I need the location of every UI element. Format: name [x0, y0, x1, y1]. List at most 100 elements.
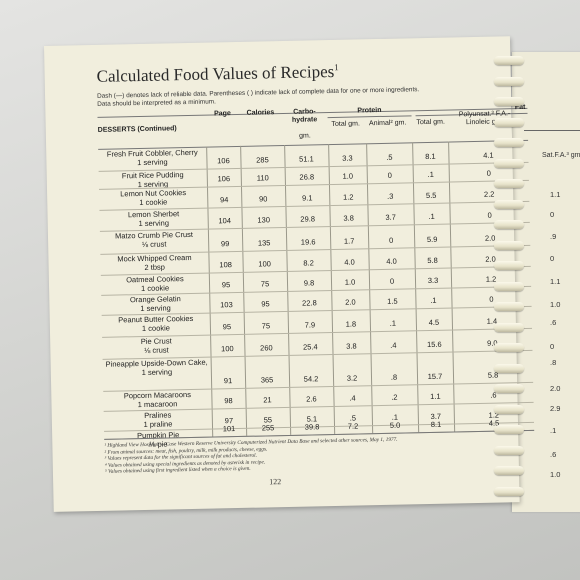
cell-calories: 90: [258, 194, 268, 204]
binding-coil: [494, 404, 524, 414]
cell-calories: 365: [260, 375, 274, 385]
cell-page: 103: [220, 300, 233, 310]
recipe-name: Pralines 1 praline: [104, 410, 212, 430]
recipe-name: Lemon Nut Cookies 1 cookie: [99, 188, 207, 208]
binding-coil: [494, 220, 524, 229]
cell-page: 106: [217, 174, 231, 184]
cell-ptotal: .4: [349, 393, 356, 403]
cell-ftotal: 8.1: [430, 419, 442, 429]
cell-ftotal: .1: [430, 295, 437, 305]
facing-page-value: .9: [550, 232, 557, 241]
facing-page-value: .8: [550, 358, 557, 367]
cell-panimal: 0: [387, 170, 392, 180]
cell-ptotal: 3.8: [343, 213, 354, 223]
cell-ftotal: 5.5: [425, 190, 437, 201]
cell-calories: 95: [261, 299, 270, 309]
cell-page: 99: [220, 239, 230, 249]
cell-panimal: 4.0: [386, 256, 397, 266]
header-page: Page: [214, 110, 231, 118]
binding-coil: [494, 261, 524, 270]
cell-panimal: .4: [390, 340, 397, 350]
cell-calories: 135: [257, 238, 271, 248]
cell-ftotal: .1: [428, 211, 435, 221]
cell-ftotal: 5.9: [426, 234, 438, 245]
cell-page: 95: [221, 280, 231, 290]
header-carbohydrate-unit: gm.: [299, 132, 311, 140]
header-fat-total: Total gm.: [416, 118, 445, 127]
cell-ptotal: 7.2: [347, 421, 359, 431]
header-carbohydrate: Carbo-hydrate: [291, 108, 318, 124]
cell-calories: 75: [260, 279, 270, 289]
recipe-name: Oatmeal Cookies 1 cookie: [101, 274, 209, 294]
cell-calories: 75: [261, 321, 271, 331]
cell-carbo: 19.6: [300, 237, 316, 247]
cell-page: 100: [221, 344, 234, 354]
cell-ptotal: 3.8: [346, 341, 357, 351]
recipe-name: Pie Crust ⅛ crust: [102, 336, 210, 356]
cell-carbo: 25.4: [302, 342, 318, 352]
cell-panimal: 5.0: [389, 420, 401, 430]
binding-coil: [494, 384, 524, 393]
cell-calories: 110: [256, 173, 269, 183]
binding-coil: [494, 76, 524, 86]
facing-page-value: 1.1: [550, 190, 561, 199]
cell-panimal: .3: [386, 191, 394, 201]
data-note: Dash (—) denotes lack of reliable data. …: [96, 86, 420, 108]
cell-page: 104: [218, 216, 232, 226]
cell-carbo: 54.2: [303, 374, 319, 384]
facing-page-value: 1.0: [550, 300, 561, 309]
cell-panimal: 3.7: [385, 212, 396, 222]
cell-calories: 100: [258, 259, 271, 269]
cell-carbo: 26.8: [299, 172, 315, 182]
binding-coil: [494, 486, 524, 496]
facing-page-value: 1.0: [550, 470, 561, 479]
facing-page-value: .1: [550, 426, 557, 435]
spiral-binding: [494, 56, 528, 506]
cell-ptotal: 1.8: [345, 319, 357, 329]
facing-page-header: Sat.F.A.³ gm.: [542, 152, 580, 159]
binding-coil: [494, 302, 524, 311]
cell-carbo: 22.8: [302, 298, 317, 308]
cell-page: 106: [217, 156, 230, 166]
cell-ftotal: 1.1: [430, 391, 441, 401]
cell-carbo: 7.9: [304, 320, 316, 330]
binding-coil: [494, 425, 524, 434]
binding-coil: [494, 240, 524, 250]
section-heading: DESSERTS (Continued): [97, 125, 177, 134]
cell-ptotal: 3.3: [342, 153, 353, 163]
cell-ptotal: 1.0: [342, 171, 354, 181]
binding-coil: [494, 363, 524, 373]
binding-coil: [494, 281, 524, 291]
header-calories: Calories: [246, 109, 275, 117]
binding-coil: [494, 56, 524, 65]
cell-page: 108: [219, 260, 232, 270]
header-protein: Protein: [357, 106, 382, 115]
cell-ptotal: 1.0: [344, 277, 356, 287]
facing-page-value: .6: [550, 450, 557, 459]
binding-coil: [494, 343, 524, 352]
cell-page: 95: [222, 322, 232, 332]
facing-page-value: 0: [550, 342, 555, 351]
recipe-name: Pineapple Upside-Down Cake, 1 serving: [103, 358, 211, 378]
facing-page-value: 0: [550, 210, 555, 219]
binding-coil: [494, 117, 524, 127]
recipe-serving: 1 serving: [138, 217, 170, 228]
cell-page: 91: [223, 376, 233, 386]
footnotes: ¹ Highland View Hospital — Case Western …: [104, 435, 465, 475]
cell-ptotal: 1.2: [342, 192, 354, 202]
cell-ptotal: 3.2: [346, 373, 358, 383]
cell-calories: 260: [260, 343, 273, 353]
cell-ptotal: 2.0: [345, 297, 356, 307]
recipe-name: Matzo Crumb Pie Crust ⅛ crust: [100, 230, 208, 250]
cell-calories: 285: [256, 155, 269, 165]
header-protein-total: Total gm.: [331, 120, 360, 128]
cell-carbo: 39.8: [304, 422, 320, 432]
facing-page-rule: [524, 130, 580, 131]
cell-panimal: 1.5: [387, 296, 398, 306]
binding-coil: [494, 158, 524, 168]
cell-panimal: .5: [386, 152, 393, 162]
cell-ftotal: 15.7: [427, 371, 443, 382]
facing-page-value: .6: [550, 318, 557, 327]
cell-page: 101: [222, 424, 236, 434]
cell-panimal: .8: [390, 372, 398, 382]
